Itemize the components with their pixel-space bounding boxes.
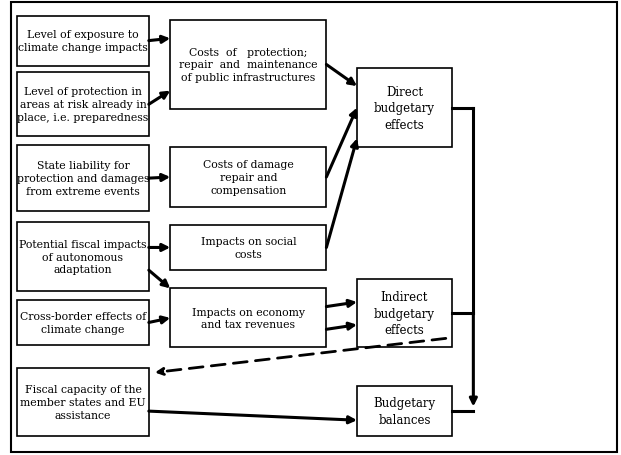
Text: Costs of damage
repair and
compensation: Costs of damage repair and compensation [203, 160, 294, 195]
Text: Fiscal capacity of the
member states and EU
assistance: Fiscal capacity of the member states and… [20, 384, 146, 420]
Text: Budgetary
balances: Budgetary balances [373, 396, 435, 426]
FancyBboxPatch shape [17, 223, 149, 291]
FancyBboxPatch shape [357, 280, 452, 348]
FancyBboxPatch shape [11, 3, 617, 452]
Text: Impacts on economy
and tax revenues: Impacts on economy and tax revenues [192, 307, 305, 329]
FancyBboxPatch shape [170, 21, 327, 110]
FancyBboxPatch shape [17, 368, 149, 436]
FancyBboxPatch shape [17, 300, 149, 345]
FancyBboxPatch shape [170, 148, 327, 207]
FancyBboxPatch shape [357, 386, 452, 436]
Text: Level of exposure to
climate change impacts: Level of exposure to climate change impa… [18, 30, 148, 53]
Text: State liability for
protection and damages
from extreme events: State liability for protection and damag… [17, 161, 149, 197]
FancyBboxPatch shape [357, 69, 452, 148]
Text: Impacts on social
costs: Impacts on social costs [201, 237, 296, 259]
FancyBboxPatch shape [170, 225, 327, 271]
Text: Costs  of   protection;
repair  and  maintenance
of public infrastructures: Costs of protection; repair and maintena… [179, 48, 317, 83]
FancyBboxPatch shape [17, 146, 149, 212]
FancyBboxPatch shape [17, 16, 149, 66]
Text: Direct
budgetary
effects: Direct budgetary effects [374, 86, 435, 131]
Text: Potential fiscal impacts
of autonomous
adaptation: Potential fiscal impacts of autonomous a… [19, 239, 147, 275]
Text: Level of protection in
areas at risk already in
place, i.e. preparedness: Level of protection in areas at risk alr… [17, 87, 148, 123]
FancyBboxPatch shape [17, 73, 149, 137]
FancyBboxPatch shape [170, 289, 327, 348]
Text: Cross-border effects of
climate change: Cross-border effects of climate change [20, 311, 146, 334]
Text: Indirect
budgetary
effects: Indirect budgetary effects [374, 291, 435, 337]
